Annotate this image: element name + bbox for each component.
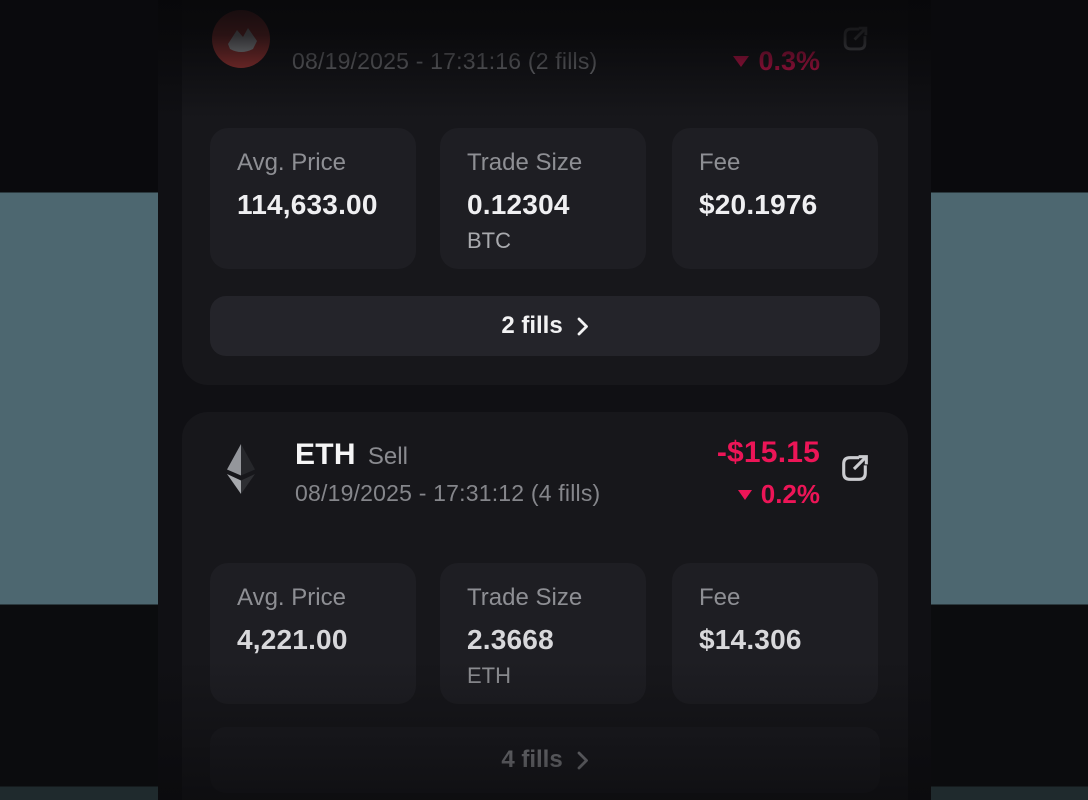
chevron-right-icon (577, 317, 588, 335)
down-triangle-icon (737, 489, 752, 500)
stat-value: 2.3668 (467, 624, 554, 655)
stat-trade-size: Trade Size 0.12304 BTC (440, 128, 646, 269)
down-triangle-icon (733, 56, 750, 67)
stat-value: 0.12304 (467, 189, 570, 220)
trade-title: ETH Sell (295, 438, 408, 472)
stat-label: Trade Size (467, 149, 583, 176)
pnl-column: -$15.15 0.2% (717, 436, 820, 510)
btc-coin-icon (212, 10, 270, 73)
external-link-icon[interactable] (838, 22, 872, 56)
stat-value: $14.306 (699, 624, 802, 655)
trade-timestamp: 08/19/2025 - 17:31:12 (4 fills) (295, 480, 601, 506)
external-link-icon[interactable] (836, 450, 873, 487)
background-band-left (0, 0, 158, 800)
stat-fee: Fee $20.1976 (672, 128, 878, 269)
stat-label: Fee (699, 149, 741, 176)
stat-avg-price: Avg. Price 4,221.00 (210, 563, 416, 704)
asset-symbol: ETH (295, 438, 356, 471)
stat-label: Avg. Price (237, 584, 346, 611)
stat-unit: ETH (467, 663, 511, 688)
stat-value: 4,221.00 (237, 624, 348, 655)
trade-timestamp: 08/19/2025 - 17:31:16 (2 fills) (292, 48, 598, 74)
fills-button[interactable]: 2 fills (210, 296, 880, 356)
trade-side: Sell (367, 443, 408, 470)
stat-unit: BTC (467, 228, 511, 253)
stat-value: 114,633.00 (237, 189, 378, 220)
fills-button[interactable]: 4 fills (210, 727, 880, 793)
pnl-amount: -$15.15 (716, 436, 820, 469)
stat-label: Trade Size (467, 584, 583, 611)
stat-label: Avg. Price (237, 149, 346, 176)
stat-fee: Fee $14.306 (672, 563, 878, 704)
change-percent: 0.3% (733, 46, 820, 77)
stat-label: Fee (699, 584, 741, 611)
trade-card-btc[interactable]: 08/19/2025 - 17:31:16 (2 fills) 0.3% Avg… (182, 0, 908, 385)
trade-history-panel: 08/19/2025 - 17:31:16 (2 fills) 0.3% Avg… (158, 0, 931, 800)
chevron-right-icon (577, 751, 588, 769)
background-band-right (931, 0, 1088, 800)
stat-trade-size: Trade Size 2.3668 ETH (440, 563, 646, 704)
stat-avg-price: Avg. Price 114,633.00 (210, 128, 416, 269)
change-percent: 0.2% (717, 479, 820, 510)
stat-value: $20.1976 (699, 189, 818, 220)
eth-coin-icon (227, 444, 255, 499)
trade-card-eth[interactable]: ETH Sell 08/19/2025 - 17:31:12 (4 fills)… (182, 412, 908, 800)
